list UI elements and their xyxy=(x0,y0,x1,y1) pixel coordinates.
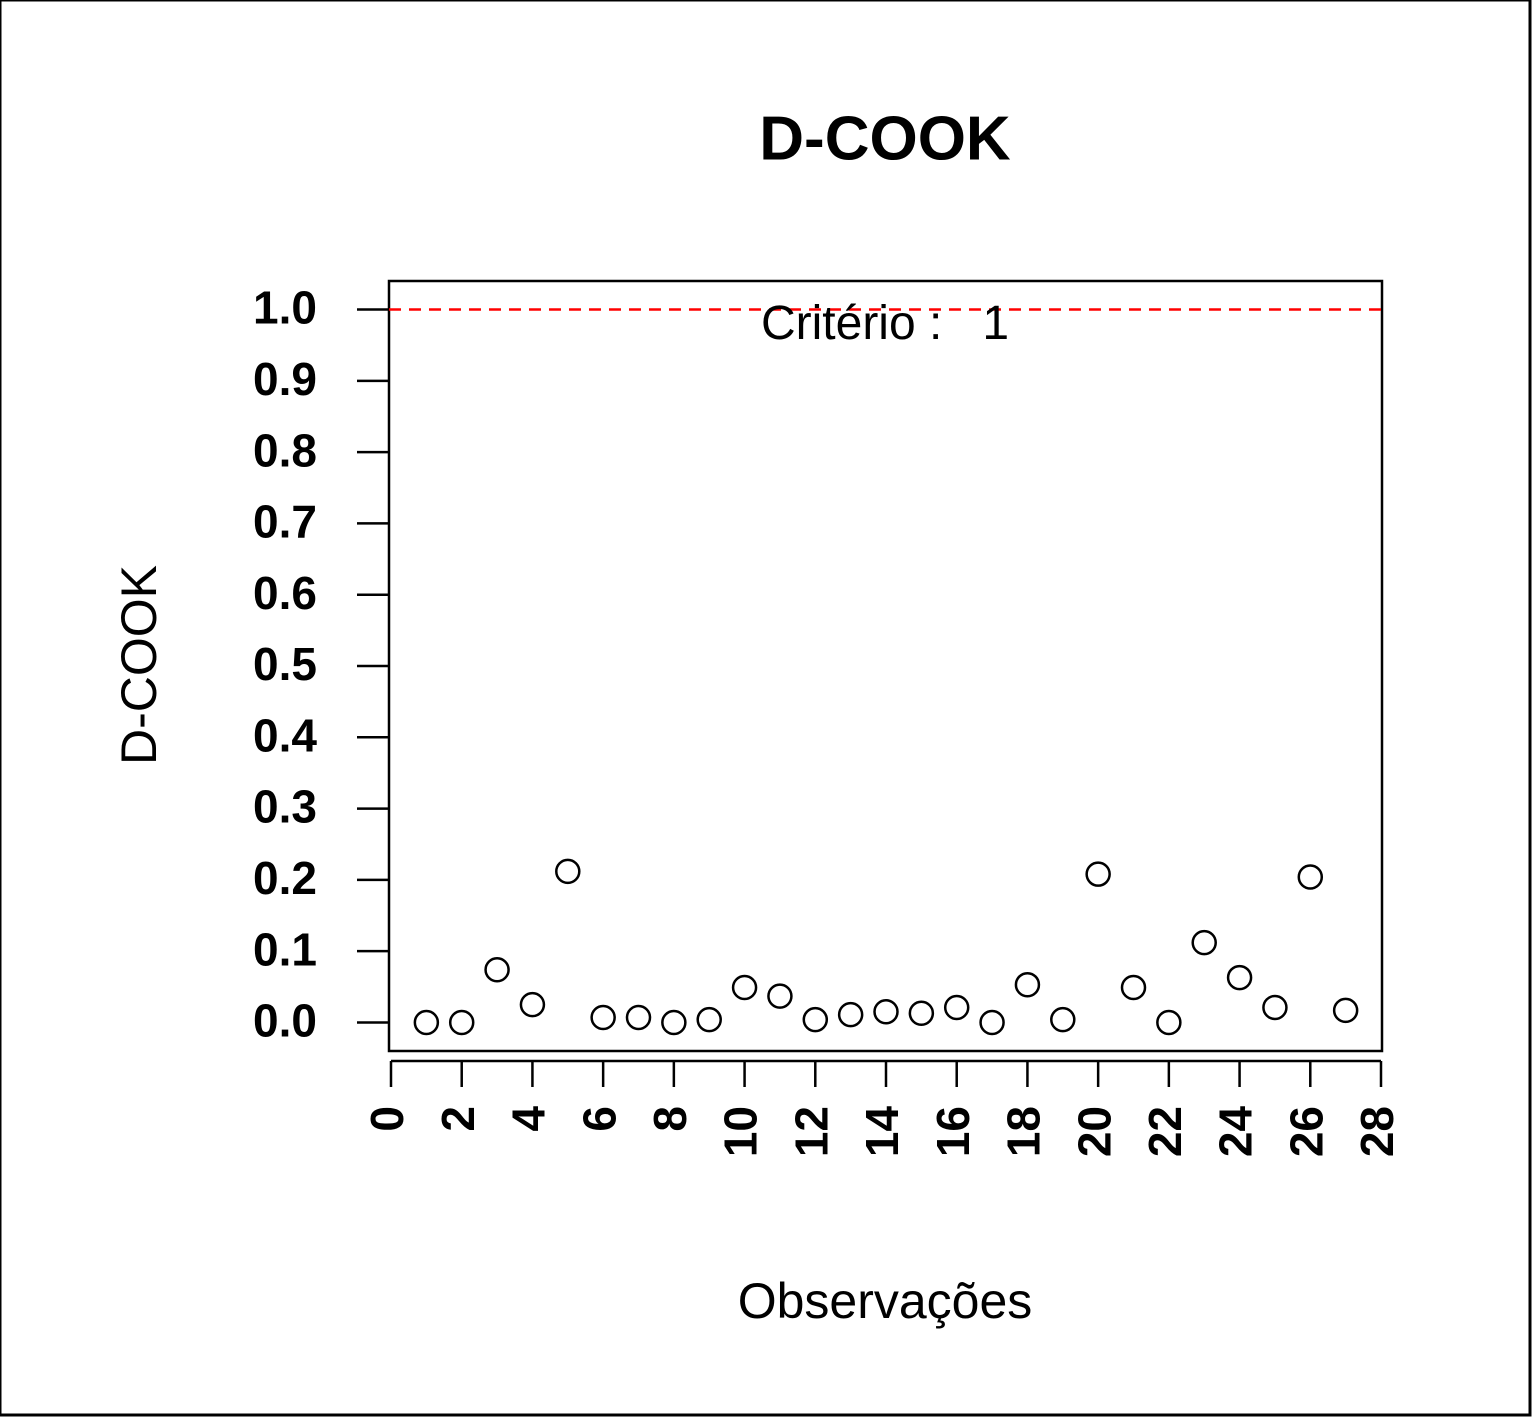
x-tick-label: 6 xyxy=(573,1106,625,1132)
x-tick-label: 10 xyxy=(715,1106,767,1157)
x-tick-label: 26 xyxy=(1280,1106,1332,1157)
x-tick-label: 4 xyxy=(503,1106,555,1132)
x-tick-label: 28 xyxy=(1351,1106,1403,1157)
point xyxy=(1332,997,1359,1024)
reference-label: Critério : 1 xyxy=(761,297,1009,350)
point xyxy=(731,974,758,1001)
point xyxy=(1014,971,1041,998)
point xyxy=(590,1004,616,1031)
point xyxy=(1226,964,1253,991)
point xyxy=(555,858,581,885)
point xyxy=(413,1009,440,1036)
point xyxy=(979,1009,1005,1036)
x-tick-label: 22 xyxy=(1139,1106,1191,1157)
x-tick-label: 2 xyxy=(432,1106,484,1132)
x-tick-label: 0 xyxy=(361,1106,413,1132)
point xyxy=(1120,974,1147,1001)
y-tick-label: 0.8 xyxy=(253,424,317,476)
x-tick-label: 24 xyxy=(1210,1106,1262,1158)
y-tick-label: 0.0 xyxy=(253,995,317,1047)
x-tick-label: 18 xyxy=(998,1106,1050,1157)
y-tick-label: 0.4 xyxy=(253,709,317,761)
y-tick-label: 0.3 xyxy=(253,781,317,833)
point xyxy=(484,956,510,983)
point xyxy=(661,1009,687,1036)
point xyxy=(1085,861,1111,887)
x-tick-label: 16 xyxy=(927,1106,979,1157)
x-tick-label: 8 xyxy=(644,1106,696,1132)
point xyxy=(908,1000,935,1026)
point xyxy=(767,983,793,1009)
y-tick-label: 0.1 xyxy=(253,923,317,975)
y-axis-label: D-COOK xyxy=(111,565,167,765)
point xyxy=(1191,929,1217,956)
point xyxy=(802,1006,829,1033)
y-tick-label: 0.9 xyxy=(253,353,317,405)
point xyxy=(1297,864,1324,890)
point xyxy=(1262,994,1288,1021)
x-axis-label: Observações xyxy=(738,1273,1033,1329)
point xyxy=(873,999,899,1025)
y-tick-label: 0.5 xyxy=(253,638,317,690)
point xyxy=(696,1006,722,1033)
point xyxy=(519,991,546,1018)
y-tick-label: 0.7 xyxy=(253,496,317,548)
point xyxy=(943,994,970,1021)
y-tick-label: 0.2 xyxy=(253,852,317,904)
point xyxy=(448,1009,475,1036)
x-tick-label: 14 xyxy=(856,1106,908,1158)
y-tick-label: 0.6 xyxy=(253,567,317,619)
x-tick-label: 12 xyxy=(785,1106,837,1157)
x-tick-label: 20 xyxy=(1068,1106,1120,1157)
y-tick-label: 1.0 xyxy=(253,282,317,334)
point xyxy=(837,1001,864,1028)
point xyxy=(1050,1006,1076,1033)
point xyxy=(1156,1009,1182,1036)
point xyxy=(625,1004,652,1031)
chart-title: D-COOK xyxy=(759,104,1011,173)
